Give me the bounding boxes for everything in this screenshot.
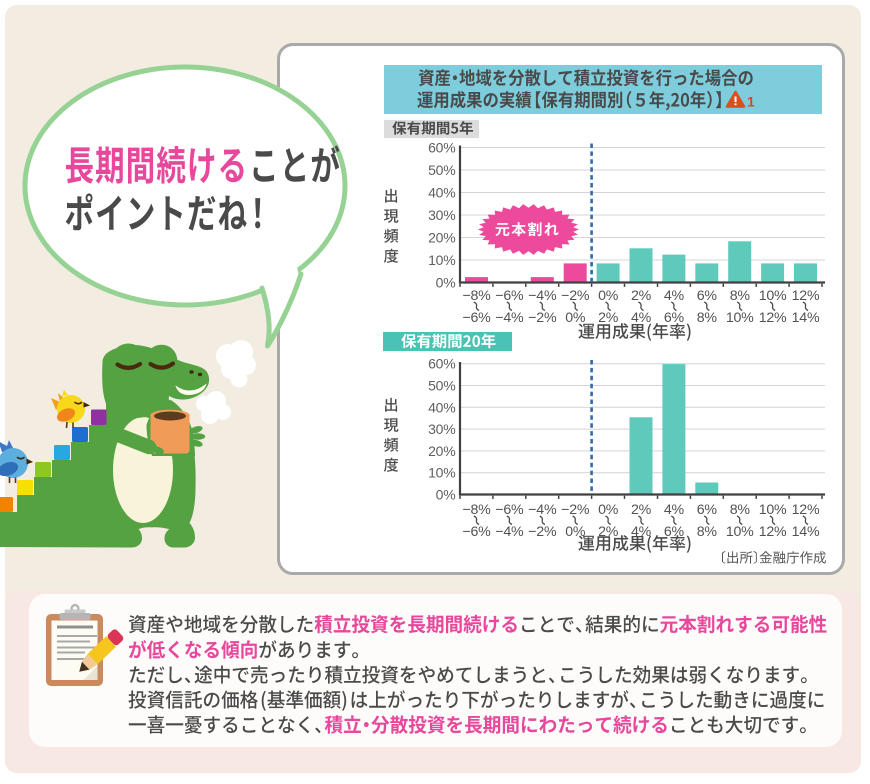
svg-text:30%: 30% <box>428 207 455 223</box>
svg-text:−2%: −2% <box>528 524 557 540</box>
svg-text:30%: 30% <box>428 421 455 437</box>
svg-text:10%: 10% <box>726 310 754 326</box>
svg-text:40%: 40% <box>428 185 455 201</box>
svg-text:0%: 0% <box>598 502 619 518</box>
svg-text:14%: 14% <box>792 310 820 326</box>
svg-text:12%: 12% <box>792 502 820 518</box>
svg-text:−6%: −6% <box>495 288 524 304</box>
svg-text:0%: 0% <box>565 310 586 326</box>
svg-text:2%: 2% <box>598 310 619 326</box>
svg-text:−2%: −2% <box>561 288 590 304</box>
svg-text:12%: 12% <box>759 310 787 326</box>
svg-text:−4%: −4% <box>528 288 557 304</box>
svg-text:−6%: −6% <box>495 502 524 518</box>
svg-text:8%: 8% <box>730 288 751 304</box>
svg-text:8%: 8% <box>697 524 718 540</box>
svg-text:6%: 6% <box>664 310 685 326</box>
svg-text:−8%: −8% <box>462 502 491 518</box>
svg-text:20%: 20% <box>428 230 455 246</box>
svg-text:0%: 0% <box>436 487 456 503</box>
svg-text:4%: 4% <box>664 502 685 518</box>
svg-text:60%: 60% <box>428 356 455 372</box>
svg-text:50%: 50% <box>428 162 455 178</box>
svg-text:40%: 40% <box>428 399 455 415</box>
svg-text:2%: 2% <box>631 288 652 304</box>
svg-text:6%: 6% <box>664 524 685 540</box>
svg-text:6%: 6% <box>697 502 718 518</box>
svg-text:8%: 8% <box>697 310 718 326</box>
svg-text:6%: 6% <box>697 288 718 304</box>
svg-text:0%: 0% <box>598 288 619 304</box>
svg-text:4%: 4% <box>631 310 652 326</box>
svg-text:12%: 12% <box>759 524 787 540</box>
svg-text:−6%: −6% <box>462 524 491 540</box>
svg-text:10%: 10% <box>428 465 455 481</box>
svg-text:1: 1 <box>747 94 755 110</box>
svg-text:2%: 2% <box>598 524 619 540</box>
svg-text:4%: 4% <box>631 524 652 540</box>
svg-text:12%: 12% <box>792 288 820 304</box>
svg-text:2%: 2% <box>631 502 652 518</box>
svg-text:0%: 0% <box>565 524 586 540</box>
svg-text:10%: 10% <box>759 502 787 518</box>
svg-text:60%: 60% <box>428 140 455 156</box>
svg-text:50%: 50% <box>428 378 455 394</box>
svg-text:−4%: −4% <box>528 502 557 518</box>
svg-text:4%: 4% <box>664 288 685 304</box>
svg-text:−2%: −2% <box>528 310 557 326</box>
svg-text:−4%: −4% <box>495 310 524 326</box>
svg-text:14%: 14% <box>792 524 820 540</box>
svg-text:10%: 10% <box>759 288 787 304</box>
svg-text:0%: 0% <box>436 275 456 291</box>
svg-text:−4%: −4% <box>495 524 524 540</box>
svg-text:10%: 10% <box>428 252 455 268</box>
svg-text:8%: 8% <box>730 502 751 518</box>
svg-text:−8%: −8% <box>462 288 491 304</box>
svg-text:−6%: −6% <box>462 310 491 326</box>
svg-text:−2%: −2% <box>561 502 590 518</box>
svg-text:20%: 20% <box>428 443 455 459</box>
svg-text:10%: 10% <box>726 524 754 540</box>
